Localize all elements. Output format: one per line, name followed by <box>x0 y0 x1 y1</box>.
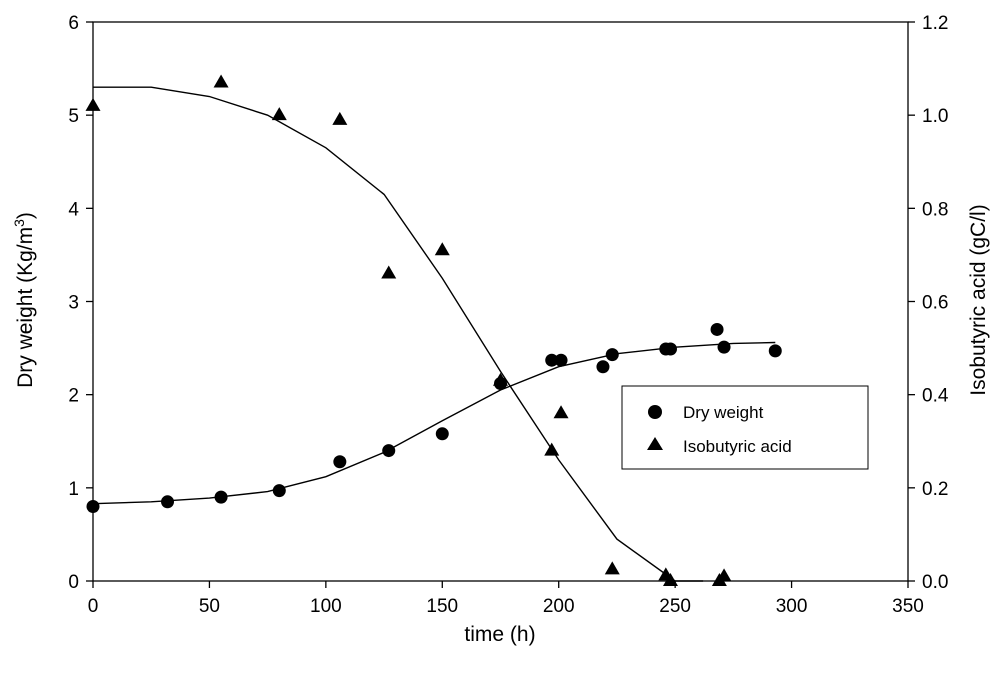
y2-tick-label: 0.4 <box>922 386 949 407</box>
x-tick-label: 200 <box>543 596 575 617</box>
isobutyric-acid-point <box>85 97 101 111</box>
isobutyric-acid-point <box>662 573 678 586</box>
dry-weight-point <box>272 484 286 498</box>
x-axis-title: time (h) <box>464 623 535 646</box>
y2-tick-label: 1.2 <box>922 13 948 34</box>
x-axis-ticks: 0 50 100 150 200 250 300 350 <box>88 581 924 617</box>
isobutyric-acid-fit-line <box>93 86 704 582</box>
dry-weight-point <box>596 360 610 374</box>
isobutyric-acid-point <box>434 242 450 256</box>
x-tick-label: 350 <box>892 596 924 617</box>
isobutyric-acid-point <box>716 568 732 582</box>
y2-tick-label: 1.0 <box>922 106 948 127</box>
legend-label-isobutyric-acid: Isobutyric acid <box>683 437 792 456</box>
y-axis-ticks: 0 1 2 3 4 5 6 <box>68 13 93 593</box>
dry-weight-point <box>435 427 449 441</box>
isobutyric-acid-point <box>213 74 229 88</box>
dry-weight-point <box>86 499 100 513</box>
y-axis-title-main: Dry weight (Kg/m <box>14 227 37 388</box>
y-tick-label: 6 <box>68 13 79 34</box>
isobutyric-acid-point <box>544 442 560 456</box>
data-points <box>85 74 782 586</box>
dry-weight-point <box>382 444 396 458</box>
y-axis-title-suffix: ) <box>14 212 37 219</box>
isobutyric-acid-point <box>493 372 508 386</box>
dry-weight-point <box>333 455 347 469</box>
isobutyric-acid-point <box>332 111 348 125</box>
legend-box <box>621 385 869 470</box>
legend-marker-isobutyric-acid <box>647 437 663 450</box>
isobutyric-acid-point <box>553 405 569 419</box>
dry-weight-point <box>545 353 559 367</box>
fit-curves <box>92 86 776 582</box>
y-tick-label: 3 <box>68 293 79 314</box>
x-tick-label: 0 <box>88 596 99 617</box>
x-tick-label: 150 <box>426 596 458 617</box>
y-tick-label: 4 <box>68 199 79 220</box>
x-tick-label: 100 <box>310 596 342 617</box>
y-tick-label: 2 <box>68 386 79 407</box>
dry-weight-point <box>554 353 568 367</box>
dry-weight-point <box>710 322 724 336</box>
dry-weight-point <box>768 344 782 358</box>
legend-marker-dry-weight <box>648 405 662 419</box>
dry-weight-point <box>663 342 677 356</box>
dry-weight-point <box>161 495 175 509</box>
dry-weight-point <box>214 490 228 504</box>
y2-tick-label: 0.2 <box>922 479 948 500</box>
y-tick-label: 5 <box>68 106 79 127</box>
legend: Dry weight Isobutyric acid <box>621 385 869 470</box>
y2-tick-label: 0.6 <box>922 293 948 314</box>
y2-axis-ticks: 0.0 0.2 0.4 0.6 0.8 1.0 1.2 <box>908 13 949 593</box>
y-tick-label: 1 <box>68 479 79 500</box>
x-tick-label: 250 <box>659 596 691 617</box>
y-axis-title-superscript: 3 <box>11 219 27 227</box>
dry-weight-point <box>717 340 731 354</box>
x-tick-label: 50 <box>199 596 220 617</box>
isobutyric-acid-point <box>604 561 620 575</box>
isobutyric-acid-point <box>381 265 397 279</box>
x-tick-label: 300 <box>776 596 808 617</box>
y-axis-title: Dry weight (Kg/m3) <box>11 212 37 388</box>
y-tick-label: 0 <box>68 572 79 593</box>
y2-axis-title: Isobutyric acid (gC/l) <box>967 204 990 395</box>
isobutyric-acid-point <box>271 107 287 121</box>
y2-tick-label: 0.0 <box>922 572 948 593</box>
legend-label-dry-weight: Dry weight <box>683 403 764 422</box>
dry-weight-point <box>605 348 619 362</box>
y2-tick-label: 0.8 <box>922 199 948 220</box>
